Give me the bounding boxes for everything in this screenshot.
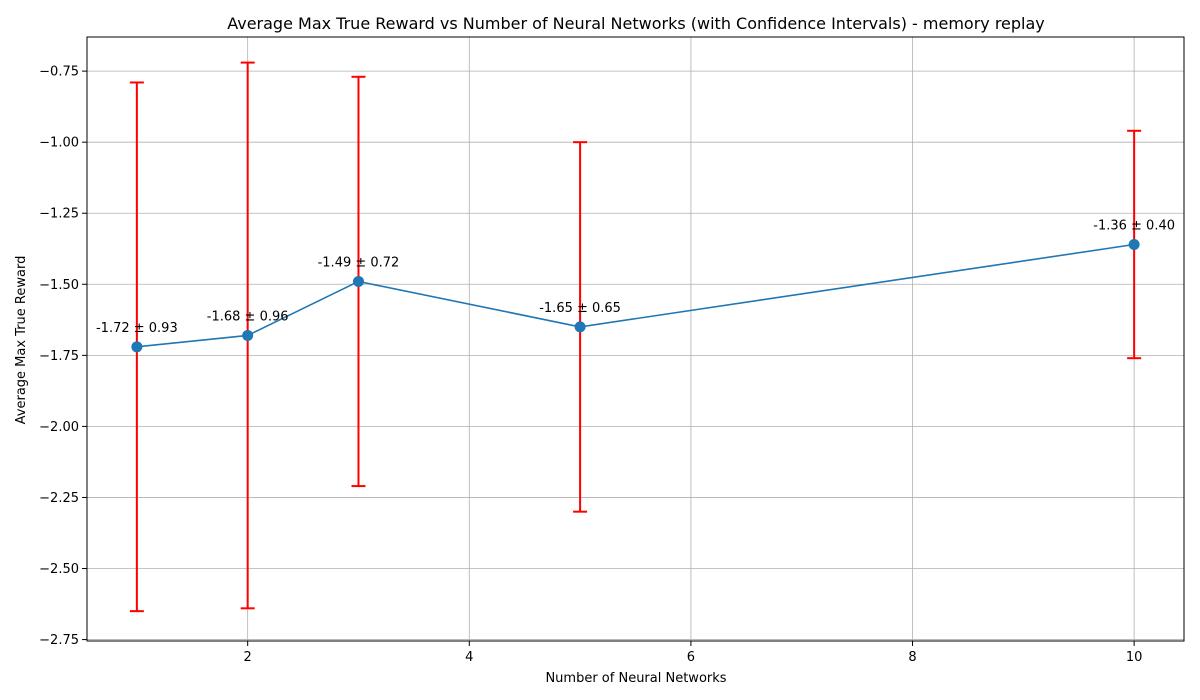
data-label: -1.65 ± 0.65 — [539, 301, 621, 316]
y-tick-label: −2.75 — [39, 633, 79, 648]
x-tick-label: 4 — [465, 650, 473, 665]
series-line — [136, 243, 1135, 348]
data-point — [574, 321, 586, 333]
y-tick-label: −0.75 — [39, 65, 79, 80]
data-label: -1.68 ± 0.96 — [207, 309, 289, 324]
y-tick-label: −1.25 — [39, 207, 79, 222]
x-tick-label: 10 — [1126, 650, 1143, 665]
data-point — [131, 341, 143, 353]
data-point — [1128, 238, 1140, 250]
grid — [87, 37, 1184, 641]
data-label: -1.72 ± 0.93 — [96, 321, 178, 336]
x-tick-label: 2 — [244, 650, 252, 665]
y-tick-label: −2.50 — [39, 562, 79, 577]
y-tick-label: −2.25 — [39, 491, 79, 506]
data-point — [352, 275, 364, 287]
data-label: -1.36 ± 0.40 — [1093, 218, 1175, 233]
x-axis-ticks: 2 4 6 8 10 — [244, 641, 1143, 665]
y-tick-label: −1.50 — [39, 278, 79, 293]
data-labels: -1.72 ± 0.93 -1.68 ± 0.96 -1.49 ± 0.72 -1.6… — [96, 218, 1175, 335]
x-tick-label: 8 — [908, 650, 916, 665]
data-points — [131, 238, 1140, 353]
data-label: -1.49 ± 0.72 — [318, 255, 400, 270]
y-tick-label: −2.00 — [39, 420, 79, 435]
data-point — [242, 329, 254, 341]
x-tick-label: 6 — [687, 650, 695, 665]
chart-title: Average Max True Reward vs Number of Neu… — [227, 14, 1045, 33]
error-bars — [129, 61, 1142, 613]
x-axis-label: Number of Neural Networks — [545, 671, 726, 686]
y-axis-ticks: −2.75 −2.50 −2.25 −2.00 −1.75 −1.50 −1.25 −1.00… — [39, 65, 87, 648]
y-axis-label: Average Max True Reward — [14, 256, 29, 425]
y-tick-label: −1.00 — [39, 136, 79, 151]
plot-area-frame — [86, 36, 1185, 642]
y-tick-label: −1.75 — [39, 349, 79, 364]
